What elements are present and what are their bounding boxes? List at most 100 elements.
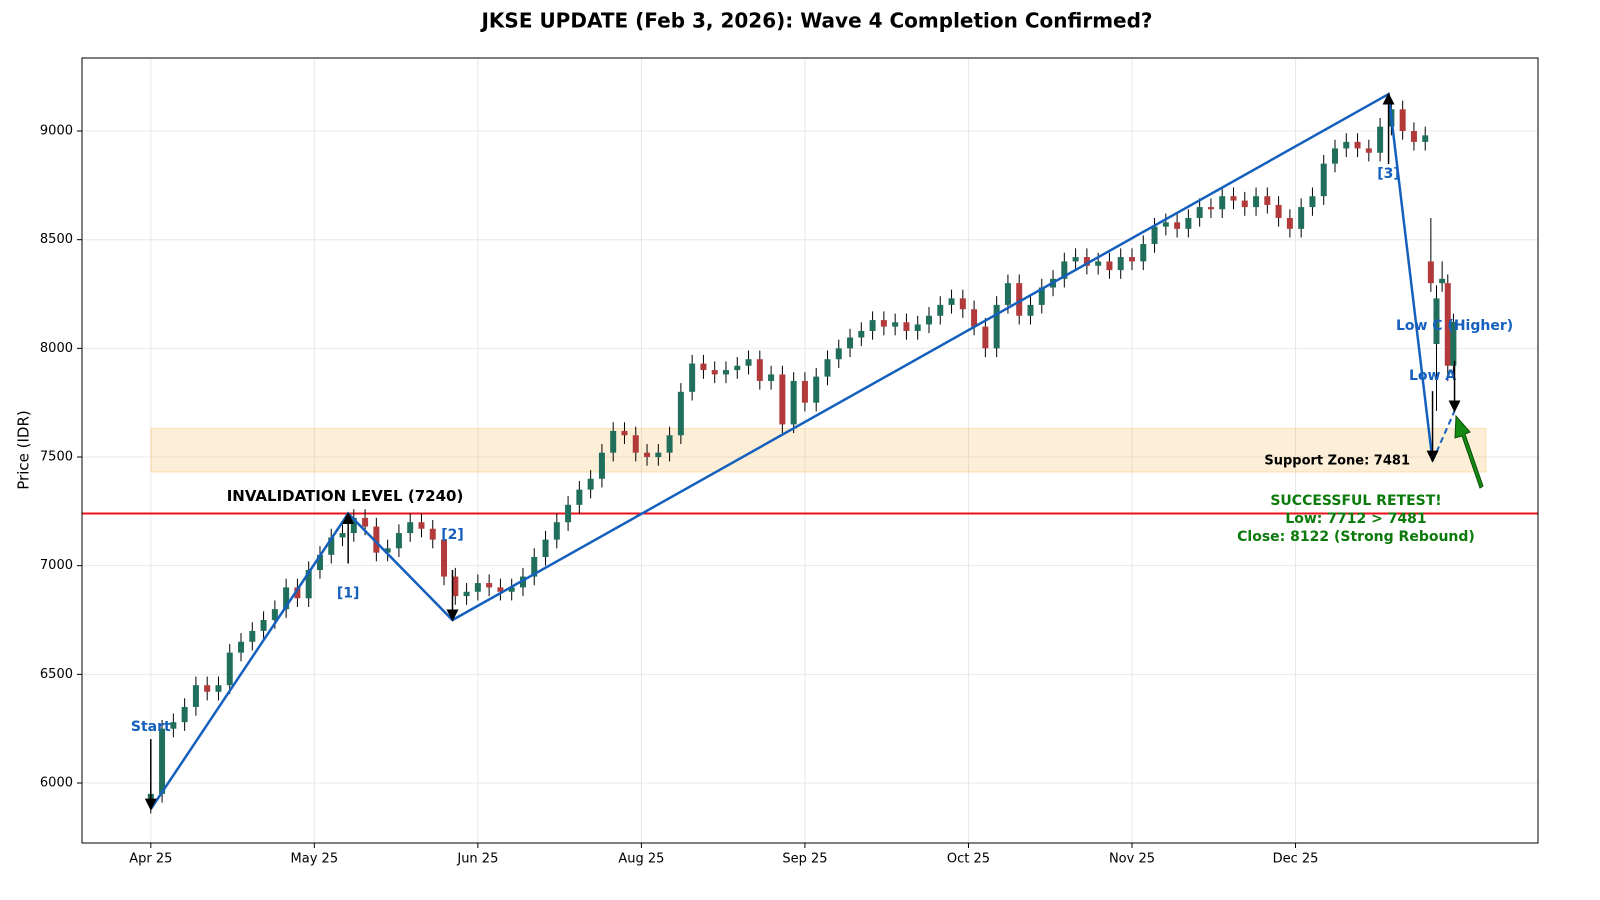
candle-body — [745, 359, 752, 366]
candle-body — [1016, 283, 1023, 316]
candle-body — [1320, 163, 1327, 197]
candle-body — [937, 304, 944, 316]
candle-body — [1444, 283, 1451, 366]
y-axis-label: Price (IDR) — [15, 410, 33, 489]
candle-body — [1450, 321, 1457, 366]
candle-body — [1410, 131, 1417, 142]
candle-body — [1399, 109, 1406, 132]
x-tick-label: May 25 — [291, 852, 339, 867]
candle-body — [362, 517, 369, 527]
candle-body — [294, 587, 301, 599]
candle-body — [903, 322, 910, 331]
candle-body — [869, 320, 876, 331]
candle-body — [644, 452, 651, 458]
candle-body — [576, 489, 583, 505]
x-tick-label: Jun 25 — [456, 852, 498, 867]
retest-text: Low: 7712 > 7481 — [1285, 511, 1426, 527]
candle-body — [463, 591, 470, 597]
candle-body — [1061, 261, 1068, 279]
wave-label: Low C (Higher) — [1396, 318, 1513, 334]
candle-body — [1230, 196, 1237, 201]
candle-body — [756, 359, 763, 381]
candle-body — [260, 620, 267, 631]
candle-body — [452, 576, 459, 597]
y-tick-label: 9000 — [40, 124, 73, 139]
y-tick-label: 6000 — [40, 776, 73, 791]
invalidation-label: INVALIDATION LEVEL (7240) — [227, 487, 464, 505]
candle-body — [948, 298, 955, 305]
candle-body — [610, 430, 617, 453]
support-zone — [150, 428, 1487, 473]
candle-body — [283, 587, 290, 610]
candle-body — [1162, 222, 1169, 227]
candle-body — [204, 685, 211, 692]
retest-arrow — [1454, 414, 1484, 489]
candle-body — [587, 478, 594, 490]
x-tick-label: Nov 25 — [1109, 852, 1155, 867]
wave-projection — [1431, 410, 1456, 462]
candle-body — [1072, 257, 1079, 262]
candle-body — [316, 554, 323, 571]
support-zone-label: Support Zone: 7481 — [1264, 454, 1410, 469]
candle-body — [768, 374, 775, 381]
candle-body — [1264, 196, 1271, 205]
candle-body — [531, 556, 538, 577]
candle-body — [429, 528, 436, 540]
candle-body — [914, 324, 921, 331]
candle-body — [858, 330, 865, 338]
candle-body — [486, 583, 493, 588]
candle-body — [1422, 135, 1429, 142]
candle-body — [1309, 196, 1316, 208]
candle-body — [993, 304, 1000, 349]
y-tick-label: 8000 — [40, 341, 73, 356]
candle-body — [1377, 126, 1384, 153]
candle-body — [722, 370, 729, 375]
x-tick-label: Aug 25 — [618, 852, 664, 867]
candle-body — [192, 685, 199, 707]
candle-body — [1207, 207, 1214, 210]
candle-body — [542, 539, 549, 557]
candle-body — [249, 630, 256, 642]
candle-body — [1185, 217, 1192, 229]
candle-body — [824, 359, 831, 377]
candle-body — [835, 348, 842, 360]
wave-label: Start — [131, 719, 171, 735]
wave-label: [2] — [441, 527, 464, 543]
candle-body — [711, 370, 718, 375]
candle-body — [238, 641, 245, 653]
y-tick-label: 7500 — [40, 450, 73, 465]
candle-body — [1219, 196, 1226, 210]
candle-body — [565, 504, 572, 523]
candle-body — [925, 315, 932, 325]
candle-body — [801, 380, 808, 403]
chart-title: JKSE UPDATE (Feb 3, 2026): Wave 4 Comple… — [479, 9, 1152, 33]
retest-text: Close: 8122 (Strong Rebound) — [1237, 529, 1475, 545]
candle-body — [328, 537, 335, 555]
candle-body — [339, 533, 346, 538]
candle-body — [1117, 257, 1124, 271]
candle-body — [271, 609, 278, 621]
x-tick-label: Dec 25 — [1273, 852, 1319, 867]
candle-body — [159, 728, 166, 794]
candle-body — [632, 435, 639, 453]
x-tick-label: Sep 25 — [782, 852, 827, 867]
candle-body — [407, 522, 414, 534]
candle-body — [655, 452, 662, 458]
candle-body — [1427, 261, 1434, 284]
wave-label: [1] — [337, 586, 360, 602]
x-tick-label: Apr 25 — [129, 852, 172, 867]
candle-body — [1439, 278, 1446, 284]
candle-body — [689, 363, 696, 392]
candle-body — [170, 722, 177, 729]
candle-body — [226, 652, 233, 686]
candle-body — [508, 587, 515, 592]
candle-body — [1038, 287, 1045, 305]
candle-body — [474, 583, 481, 592]
candle-body — [1298, 207, 1305, 229]
candle-body — [598, 452, 605, 479]
candle-body — [666, 435, 673, 453]
y-tick-label: 6500 — [40, 667, 73, 682]
candle-body — [700, 363, 707, 371]
candle-body — [1286, 217, 1293, 229]
